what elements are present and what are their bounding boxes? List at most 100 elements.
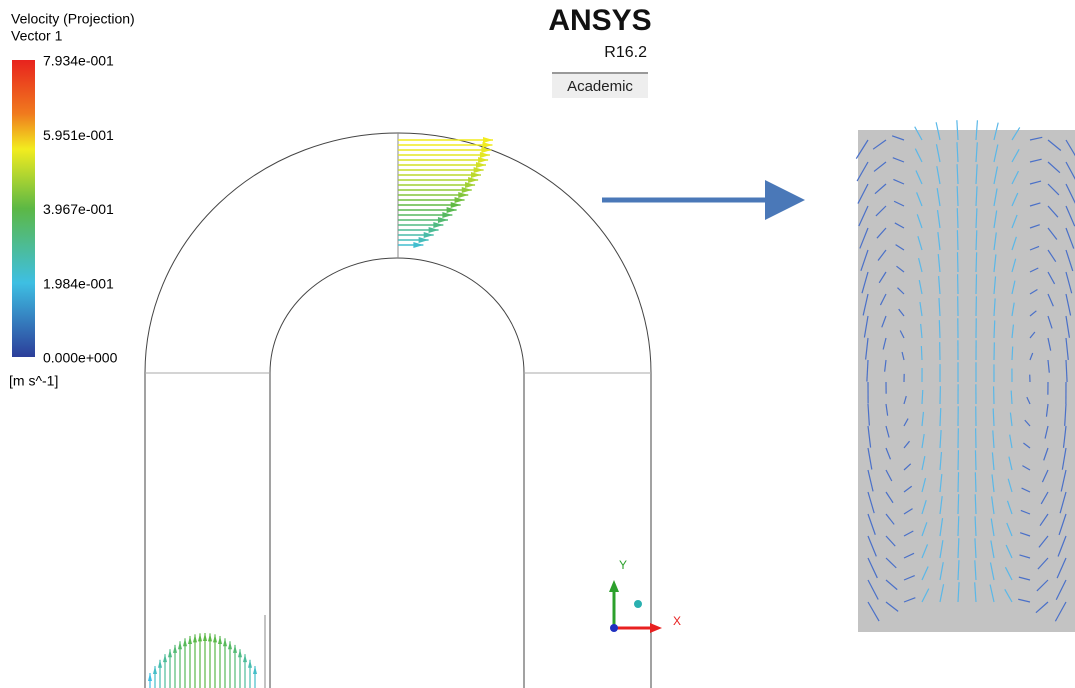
logo-box: [552, 74, 648, 98]
vector: [1029, 331, 1036, 339]
vector: [1060, 469, 1067, 492]
vector-head: [243, 654, 247, 663]
vector-head: [413, 242, 424, 248]
vector: [881, 315, 887, 328]
vector: [939, 518, 944, 537]
vector-head: [163, 654, 167, 663]
vector-head: [468, 177, 479, 183]
vector: [1041, 469, 1049, 483]
vector: [892, 157, 905, 163]
color-bar-label: 1.984e-001: [43, 275, 114, 291]
vector: [1064, 403, 1067, 426]
vector: [993, 232, 997, 251]
vector: [1029, 267, 1039, 273]
vector: [1006, 500, 1013, 515]
vector: [956, 164, 959, 185]
vector: [895, 244, 905, 251]
vector-head: [454, 197, 465, 203]
vector: [1054, 601, 1067, 622]
vector: [918, 279, 923, 295]
vector: [939, 496, 943, 515]
vector: [1065, 337, 1069, 360]
geometry: [144, 132, 652, 688]
legend-variable: Vector 1: [11, 28, 63, 44]
vector: [991, 474, 995, 493]
vector: [859, 227, 869, 249]
logo-edition: Academic: [567, 78, 633, 95]
vector: [1005, 544, 1013, 559]
vector-head: [213, 634, 217, 643]
vector: [1065, 315, 1071, 338]
vector: [1037, 557, 1049, 570]
vector: [975, 208, 978, 229]
logo-version: R16.2: [604, 44, 647, 61]
vector: [1020, 509, 1031, 515]
vector-head: [458, 192, 469, 198]
vector: [974, 472, 977, 493]
vector-head: [437, 217, 448, 223]
vector: [1047, 271, 1056, 285]
vector: [1023, 442, 1031, 449]
vector: [939, 452, 943, 471]
vector: [920, 323, 923, 339]
vector: [1019, 554, 1031, 559]
vector: [857, 183, 869, 204]
axis-triad: Y X: [609, 558, 681, 633]
vector-head: [470, 172, 481, 178]
vector-head: [233, 644, 237, 653]
vector: [1011, 280, 1016, 295]
vector: [1047, 227, 1058, 240]
vector-head: [203, 633, 207, 641]
vector: [879, 293, 887, 306]
vector: [1029, 136, 1043, 141]
vector: [1004, 566, 1013, 581]
vector: [1047, 337, 1052, 351]
vector-head: [450, 202, 461, 208]
vector: [867, 403, 870, 426]
vector: [992, 430, 995, 449]
vector: [993, 166, 999, 185]
vector: [936, 210, 941, 229]
vector-head: [446, 207, 457, 213]
vector: [1056, 557, 1067, 579]
vector: [974, 538, 977, 559]
vector: [1036, 579, 1049, 592]
vector: [936, 166, 941, 185]
vector: [957, 582, 960, 603]
vector: [1024, 419, 1031, 427]
vector: [957, 494, 960, 515]
vector: [921, 544, 929, 559]
vector-head: [198, 633, 202, 642]
vector: [1061, 447, 1067, 470]
color-bar-label: 3.967e-001: [43, 201, 114, 217]
vector-head: [183, 638, 187, 647]
vector-head: [168, 649, 172, 658]
vector-head: [223, 638, 227, 647]
vector: [903, 485, 913, 493]
vector: [1039, 513, 1049, 527]
vector: [921, 455, 926, 471]
vector: [1047, 183, 1060, 196]
vector: [938, 276, 941, 295]
vector: [873, 161, 887, 172]
vector: [956, 252, 959, 273]
vector: [1065, 139, 1075, 157]
vector: [1065, 271, 1073, 294]
vector-head: [418, 237, 429, 243]
vector: [1011, 127, 1021, 141]
vector-head: [173, 644, 177, 653]
vector: [956, 230, 959, 251]
vector: [939, 540, 944, 559]
vector: [1022, 465, 1031, 471]
vector: [885, 557, 897, 569]
vector: [861, 271, 869, 294]
vector: [921, 566, 929, 581]
vector: [957, 516, 960, 537]
vector: [903, 597, 916, 603]
vector: [956, 142, 959, 163]
legend-title: Velocity (Projection): [11, 11, 135, 27]
vector: [939, 430, 942, 449]
vector-head: [481, 147, 492, 153]
vector: [939, 408, 942, 427]
vector: [885, 469, 893, 482]
